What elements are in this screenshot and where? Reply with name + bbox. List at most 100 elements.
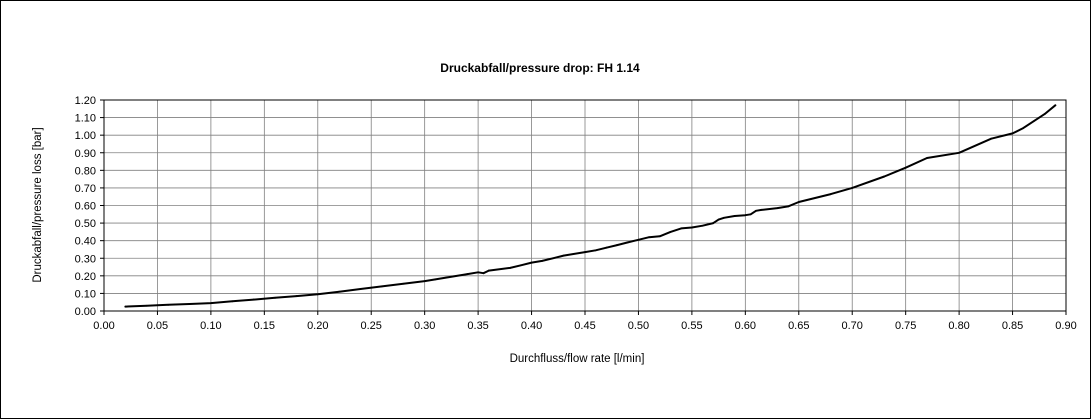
data-point [787, 205, 789, 208]
data-point [744, 214, 747, 217]
data-point [231, 300, 234, 303]
data-point [712, 222, 715, 224]
data-point [445, 276, 447, 279]
data-point [851, 187, 854, 189]
pressure-drop-series-line [124, 104, 1057, 308]
x-tick-label: 0.60 [735, 320, 756, 332]
data-point [904, 166, 907, 169]
data-point [717, 218, 720, 221]
y-tick-label: 0.30 [75, 253, 96, 265]
x-tick-label: 0.85 [1002, 320, 1023, 332]
y-tick-label: 0.60 [75, 201, 96, 213]
x-tick-label: 0.75 [895, 320, 916, 332]
data-point [316, 293, 319, 296]
data-point [423, 280, 426, 283]
data-point [584, 251, 586, 253]
y-tick-label: 0.40 [75, 236, 96, 248]
y-tick-label: 0.50 [75, 218, 96, 230]
x-tick-label: 0.30 [414, 320, 435, 332]
x-tick-label: 0.55 [681, 320, 702, 332]
data-point [552, 257, 554, 260]
x-axis-label: Durchfluss/flow rate [l/min] [510, 353, 645, 365]
y-tick-label: 1.10 [75, 113, 96, 125]
data-point [829, 193, 832, 195]
x-tick-label: 0.00 [93, 320, 114, 332]
data-point [1022, 127, 1025, 130]
data-point [680, 227, 683, 230]
data-point [466, 273, 469, 275]
x-tick-label: 0.15 [254, 320, 275, 332]
data-point [477, 271, 480, 274]
chart-title-text: Druckabfall/pressure drop: FH 1.14 [440, 61, 640, 75]
data-point [338, 290, 341, 293]
x-tick-label: 0.35 [467, 320, 488, 332]
y-tick-label: 1.20 [75, 95, 96, 107]
data-point [381, 285, 383, 288]
data-point [359, 288, 362, 290]
data-point [926, 157, 928, 159]
data-point [295, 295, 298, 297]
data-point [145, 304, 148, 307]
y-tick-label: 0.10 [75, 288, 96, 300]
data-point [797, 201, 800, 203]
data-point [755, 209, 757, 212]
data-point [648, 236, 651, 239]
y-tick-label: 0.00 [75, 306, 96, 318]
data-point [530, 261, 533, 264]
data-point [701, 224, 704, 227]
data-point [1043, 113, 1046, 115]
data-point [690, 226, 693, 229]
x-tick-label: 0.45 [574, 320, 595, 332]
y-tick-label: 0.70 [75, 183, 96, 195]
data-point [883, 175, 886, 178]
data-point [519, 264, 522, 267]
x-tick-label: 0.05 [147, 320, 168, 332]
data-point [562, 254, 565, 257]
grid [103, 99, 1067, 312]
x-tick-label: 0.50 [628, 320, 649, 332]
y-tick-label: 1.00 [75, 130, 96, 142]
data-point [541, 259, 544, 262]
y-axis-label: Druckabfall/pressure loss [bar] [32, 127, 44, 282]
x-tick-label: 0.65 [788, 320, 809, 332]
x-tick-label: 0.25 [361, 320, 382, 332]
data-point [1054, 104, 1057, 107]
x-tick-label: 0.20 [307, 320, 328, 332]
data-point [1011, 132, 1014, 135]
data-point [434, 278, 437, 281]
data-point [1033, 120, 1035, 122]
data-point [749, 213, 752, 216]
data-point [509, 267, 512, 269]
data-point [723, 216, 725, 219]
data-point [252, 298, 255, 301]
data-point [167, 303, 170, 306]
x-tick-label: 0.80 [948, 320, 969, 332]
data-point [637, 238, 640, 241]
data-point [274, 296, 276, 299]
series-layer [124, 104, 1057, 308]
data-point [402, 282, 405, 285]
x-tick-label: 0.10 [200, 320, 221, 332]
x-axis-ticks: 0.00 0.05 0.10 0.15 0.20 0.25 0.30 0.35 0.40 0.45… [93, 311, 1077, 332]
y-axis-ticks: 0.00 0.10 0.20 0.30 0.40 0.50 0.60 0.70 0.80 0.90… [75, 95, 104, 318]
data-point [605, 246, 608, 249]
data-point [760, 208, 763, 211]
y-tick-label: 0.20 [75, 271, 96, 283]
data-point [626, 241, 629, 244]
data-point [990, 137, 993, 140]
data-point [733, 215, 736, 217]
chart-title: Druckabfall/pressure drop: FH 1.14 [440, 61, 640, 75]
data-point [188, 303, 191, 305]
data-point [669, 230, 672, 233]
y-tick-label: 0.90 [75, 148, 96, 160]
data-point [209, 302, 212, 304]
data-point [658, 235, 661, 238]
x-tick-label: 0.40 [521, 320, 542, 332]
data-point [776, 207, 779, 210]
data-point [124, 305, 127, 308]
x-tick-label: 0.70 [842, 320, 863, 332]
data-point [594, 249, 597, 252]
data-point [487, 269, 490, 272]
